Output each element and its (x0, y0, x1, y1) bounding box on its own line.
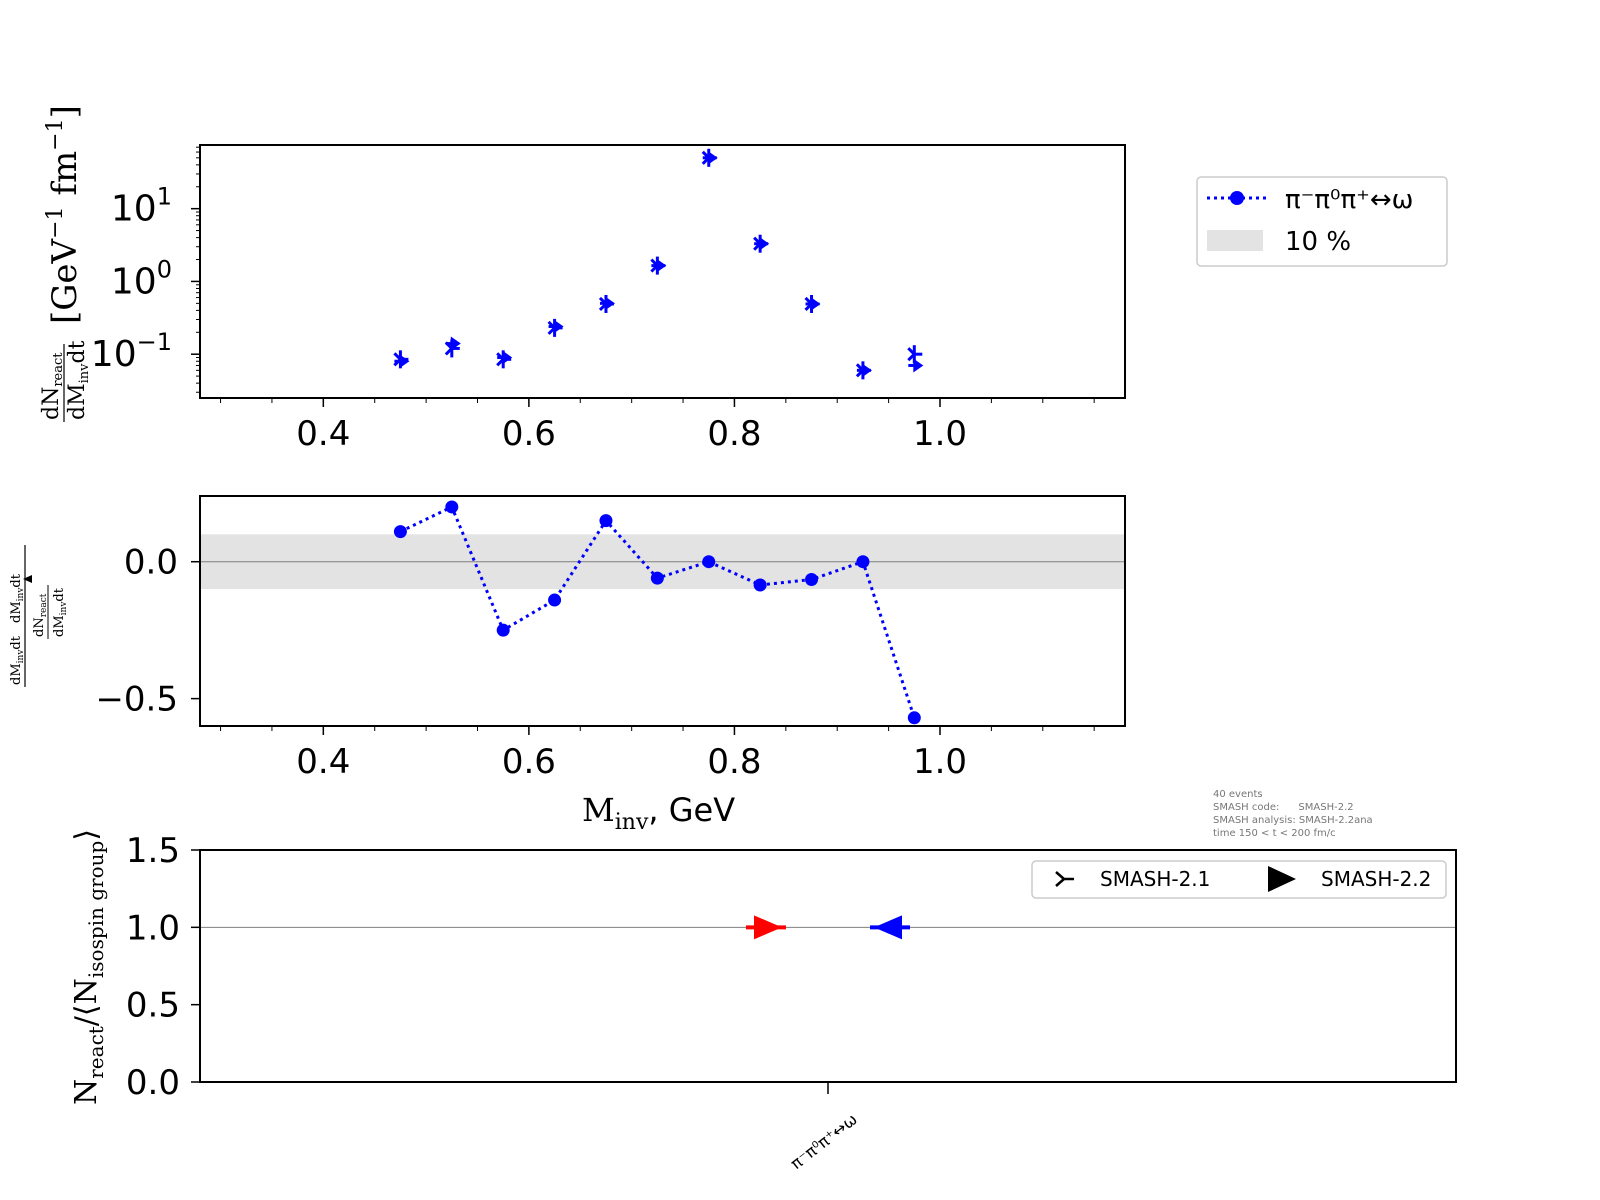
info-code: SMASH code: SMASH-2.2 (1213, 802, 1354, 813)
panel-spectrum: 0.4 0.6 0.8 1.0 10−1 100 101 dNreact dMinvdt … (39, 105, 1126, 454)
panel-ratio-y-label: Nreact/⟨Nisospin group⟩ (69, 829, 108, 1105)
y-tick-label: 10−1 (91, 328, 172, 375)
deviation-point (548, 593, 562, 607)
svg-text:dNreact: dNreact (39, 352, 66, 420)
info-block: 40 events SMASH code: SMASH-2.2 SMASH an… (1213, 789, 1373, 839)
point-smash-2-1 (753, 236, 769, 251)
point-smash-2-1 (598, 296, 614, 312)
x-tick-label: 0.8 (707, 742, 761, 782)
point-smash-2-1 (444, 341, 460, 356)
y-tick-label: 0.0 (126, 1063, 180, 1103)
legend-bottom-triangle-marker (1268, 866, 1296, 892)
panel-deviation-x-ticks: 0.4 0.6 0.8 1.0 (296, 726, 967, 782)
legend-top: π⁻π⁰π⁺↔ω 10 % (1196, 176, 1448, 267)
point-smash-2-1 (855, 363, 871, 378)
svg-text:dMinvdt: dMinvdt (9, 635, 26, 685)
deviation-point (856, 555, 870, 569)
panel-spectrum-points (393, 148, 924, 380)
svg-text:dMinvdt: dMinvdt (9, 573, 26, 623)
point-smash-2-2 (913, 358, 924, 373)
deviation-point (702, 555, 716, 569)
y-tick-label: −0.5 (95, 680, 178, 720)
x-tick-label: 0.4 (296, 742, 350, 782)
svg-text:dNreact: dNreact (32, 593, 49, 637)
x-tick-label: 0.8 (707, 414, 761, 454)
deviation-point (393, 525, 407, 539)
panel-ratio-category-label: π⁻π⁰π⁺↔ω (787, 1110, 861, 1174)
panel-ratio-y-ticks: 0.0 0.5 1.0 1.5 (126, 831, 200, 1103)
svg-text:[GeV−1 fm−1]: [GeV−1 fm−1] (43, 105, 85, 324)
deviation-point (753, 578, 767, 592)
panel-deviation-frame (199, 495, 1126, 727)
deviation-point (805, 573, 819, 587)
panel-spectrum-frame (199, 144, 1126, 399)
y-tick-label: 0.0 (124, 543, 178, 583)
ratio-point-smash-2-1 (754, 915, 782, 940)
point-smash-2-1 (650, 258, 666, 273)
y-tick-label: 1.5 (126, 831, 180, 871)
x-tick-label: 1.0 (913, 414, 967, 454)
panel-spectrum-x-ticks: 0.4 0.6 0.8 1.0 (296, 398, 967, 454)
y-tick-label: 100 (111, 255, 172, 302)
panel-spectrum-y-ticks: 10−1 100 101 (91, 183, 200, 375)
svg-text:dMinvdt: dMinvdt (52, 587, 69, 637)
point-smash-2-2 (399, 354, 410, 369)
deviation-point (650, 571, 664, 585)
legend-top-line-marker (1230, 191, 1244, 205)
panel-deviation-points (393, 500, 921, 725)
ratio-point-smash-2-2 (874, 915, 902, 940)
x-tick-label: 0.4 (296, 414, 350, 454)
point-smash-2-2 (502, 350, 513, 365)
y-tick-label: 0.5 (126, 986, 180, 1026)
legend-top-line-label: π⁻π⁰π⁺↔ω (1285, 185, 1413, 215)
legend-bottom-frame (1031, 860, 1447, 899)
y-tick-label: 101 (111, 183, 172, 230)
point-smash-2-1 (496, 352, 512, 367)
point-smash-2-1 (393, 352, 409, 367)
deviation-point (496, 623, 510, 637)
deviation-point (907, 711, 921, 725)
panel-ratio-points (746, 915, 910, 940)
y-tick-label: 1.0 (126, 908, 180, 948)
panel-spectrum-minor-ticks (196, 146, 1095, 403)
legend-top-band-swatch (1207, 230, 1263, 251)
info-time: time 150 < t < 200 fm/c (1213, 828, 1336, 839)
svg-text:Nreact/⟨Nisospin group⟩: Nreact/⟨Nisospin group⟩ (69, 829, 108, 1105)
info-analysis: SMASH analysis: SMASH-2.2ana (1213, 815, 1373, 826)
legend-bottom-tri-marker (1055, 871, 1074, 887)
panel-deviation-x-label: Minv, GeV (582, 791, 735, 835)
x-tick-label: 0.6 (502, 414, 556, 454)
info-events: 40 events (1213, 789, 1263, 800)
point-smash-2-1 (804, 296, 820, 312)
deviation-point (445, 500, 459, 514)
legend-top-band-label: 10 % (1285, 227, 1351, 257)
panel-spectrum-y-label: dNreact dMinvdt [GeV−1 fm−1] (39, 105, 92, 422)
panel-deviation-y-ticks: 0.0 −0.5 (95, 543, 200, 720)
legend-bottom: SMASH-2.1 SMASH-2.2 (1031, 860, 1447, 899)
point-smash-2-1 (701, 150, 717, 165)
svg-text:dMinvdt: dMinvdt (65, 340, 92, 420)
panel-deviation-y-label: dMinvdt dMinvdt dNreact dMinvdt (9, 545, 69, 687)
x-tick-label: 1.0 (913, 742, 967, 782)
x-tick-label: 0.6 (502, 742, 556, 782)
point-smash-2-1 (907, 347, 923, 362)
panel-ratio: 0.0 0.5 1.0 1.5 π⁻π⁰π⁺↔ω Nreact/⟨Nisospin g… (69, 829, 1457, 1174)
point-smash-2-1 (547, 320, 563, 335)
panel-deviation: 0.4 0.6 0.8 1.0 0.0 −0.5 Minv, GeV dMinvdt d… (9, 495, 1126, 835)
legend-bottom-item2: SMASH-2.2 (1321, 867, 1431, 891)
legend-bottom-item1: SMASH-2.1 (1100, 867, 1210, 891)
deviation-point (599, 514, 613, 528)
